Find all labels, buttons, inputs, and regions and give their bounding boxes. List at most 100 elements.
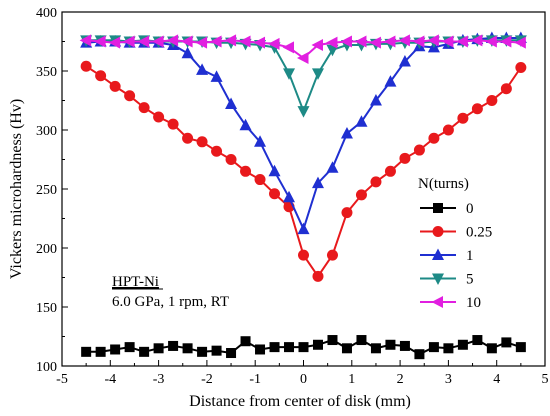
data-point	[486, 343, 497, 354]
legend-label: 10	[466, 295, 481, 311]
data-point	[457, 112, 469, 124]
series-1	[80, 31, 527, 235]
data-point	[341, 343, 352, 354]
data-point	[123, 35, 135, 48]
data-point	[486, 95, 498, 106]
data-point	[413, 144, 425, 156]
data-point	[181, 35, 193, 48]
data-point	[399, 152, 411, 164]
legend-label: 0.25	[466, 225, 492, 241]
data-point	[152, 35, 164, 48]
x-tick-label: 0	[300, 372, 307, 387]
data-point	[499, 35, 512, 48]
y-tick-label: 350	[36, 65, 57, 80]
series-layer	[79, 31, 527, 360]
y-tick-label: 200	[36, 242, 57, 257]
y-tick-label: 150	[36, 301, 57, 316]
data-point	[326, 161, 339, 173]
plot-area-border	[61, 11, 546, 367]
data-point	[297, 52, 309, 65]
x-tick-label: 2	[397, 372, 404, 387]
data-point	[354, 35, 367, 48]
data-point	[298, 342, 309, 353]
legend-marker	[433, 203, 443, 213]
data-point	[414, 349, 425, 360]
data-point	[311, 39, 323, 52]
data-point	[369, 36, 381, 49]
data-point	[485, 35, 497, 48]
data-point	[240, 165, 252, 177]
x-tick-label: -5	[56, 372, 68, 387]
data-point	[472, 335, 483, 346]
legend: N(turns) 0 0.25 1 5 10	[418, 176, 492, 311]
series-line	[86, 39, 521, 114]
y-axis-label: Vickers microhardness (Hv)	[8, 99, 25, 279]
data-point	[341, 207, 353, 219]
data-point	[211, 145, 223, 157]
data-point	[181, 46, 194, 59]
data-point	[326, 249, 338, 261]
data-point	[182, 343, 193, 354]
data-point	[211, 345, 222, 356]
data-point	[79, 34, 92, 47]
y-tick-label: 250	[36, 183, 57, 198]
data-point	[108, 36, 121, 49]
data-point	[168, 340, 179, 351]
data-point	[268, 37, 280, 50]
y-tick-label: 300	[36, 124, 57, 139]
data-point	[210, 70, 223, 82]
data-point	[253, 36, 266, 49]
data-point	[95, 346, 106, 357]
data-point	[239, 118, 252, 131]
data-point	[457, 339, 468, 350]
data-point	[196, 63, 209, 75]
data-point	[325, 36, 338, 49]
data-point	[153, 111, 165, 123]
legend-item-0.25: 0.25	[420, 225, 492, 241]
data-point	[355, 115, 368, 127]
data-point	[269, 188, 281, 200]
legend-marker	[432, 226, 444, 237]
data-point	[370, 176, 382, 188]
data-point	[514, 36, 526, 49]
x-tick-label: -3	[153, 372, 165, 387]
data-point	[471, 103, 483, 115]
data-point	[239, 35, 251, 48]
series-line	[85, 65, 522, 279]
data-point	[470, 34, 483, 47]
legend-label: 1	[466, 248, 474, 264]
series-10	[79, 34, 526, 65]
data-point	[384, 165, 396, 177]
data-point	[399, 340, 410, 351]
data-point	[398, 55, 411, 67]
x-tick-label: 3	[445, 372, 452, 387]
data-point	[269, 342, 280, 353]
data-point	[240, 336, 251, 347]
data-point	[254, 135, 267, 147]
data-point	[95, 70, 107, 82]
series-0.25	[80, 60, 527, 282]
data-point	[428, 342, 439, 353]
data-point	[427, 34, 439, 47]
data-point	[398, 34, 410, 47]
data-point	[224, 34, 237, 47]
data-point	[298, 249, 309, 261]
x-tick-label: 1	[348, 372, 355, 387]
data-point	[167, 118, 179, 130]
plot-frame	[61, 11, 546, 367]
series-line	[86, 37, 521, 232]
data-point	[442, 124, 454, 136]
data-point	[370, 343, 381, 354]
legend-item-5: 5	[420, 272, 474, 288]
data-point	[311, 68, 324, 80]
data-point	[311, 176, 324, 189]
x-tick-label: -4	[104, 372, 116, 387]
data-point	[80, 60, 92, 72]
y-tick-label: 400	[36, 6, 57, 21]
data-point	[139, 346, 150, 357]
data-point	[268, 164, 281, 177]
data-point	[443, 343, 454, 354]
data-point	[297, 222, 310, 235]
data-point	[195, 36, 208, 49]
